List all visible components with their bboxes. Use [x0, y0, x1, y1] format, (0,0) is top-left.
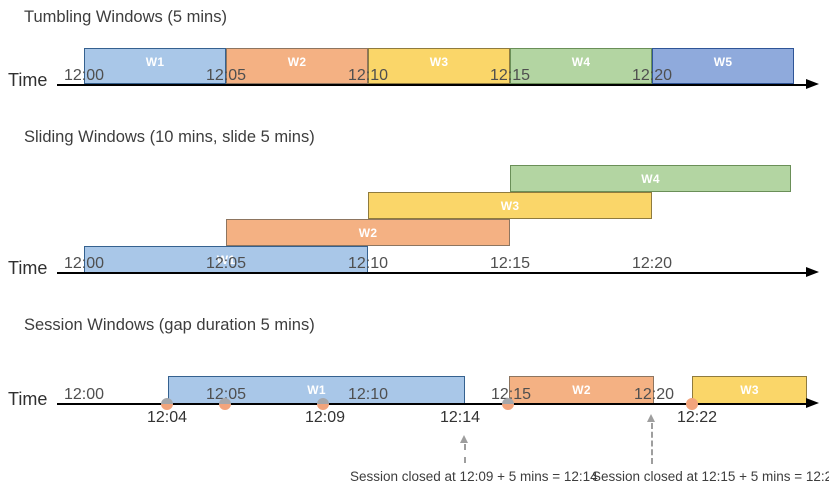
window-bar-w1: W1 [168, 376, 465, 404]
window-bar-w2: W2 [509, 376, 654, 404]
window-bar-w2: W2 [226, 48, 368, 84]
window-label: W1 [307, 383, 326, 397]
tick-label: 12:15 [489, 67, 531, 84]
tick-label: 12:05 [205, 386, 247, 403]
event-dot [686, 398, 698, 410]
window-label: W2 [572, 383, 591, 397]
window-bar-w4: W4 [510, 48, 652, 84]
window-label: W4 [571, 55, 591, 69]
time-axis-label: Time [8, 389, 48, 409]
arrow-shaft [651, 423, 653, 464]
window-label: W1 [145, 55, 165, 69]
event-time-label: 12:22 [676, 409, 718, 426]
axis-arrow-icon [806, 79, 819, 89]
window-label: W3 [429, 55, 449, 69]
window-bar-w1: W1 [84, 246, 368, 273]
tick-label: 12:00 [63, 67, 105, 84]
session-close-note: Session closed at 12:15 + 5 mins = 12:20 [592, 469, 829, 484]
tick-label: 12:10 [347, 67, 389, 84]
arrow-up-icon [647, 414, 655, 422]
section-title: Session Windows (gap duration 5 mins) [24, 316, 315, 334]
section-title: Tumbling Windows (5 mins) [24, 8, 227, 26]
window-label: W4 [641, 171, 660, 186]
tick-label: 12:10 [347, 255, 389, 272]
arrow-up-icon [460, 435, 468, 443]
window-label: W3 [500, 198, 520, 213]
time-axis-label: Time [8, 70, 48, 90]
time-axis-label: Time [8, 258, 48, 278]
window-bar-w3: W3 [368, 192, 652, 219]
tick-label: 12:10 [347, 386, 389, 403]
event-dot [317, 398, 329, 410]
session-close-note: Session closed at 12:09 + 5 mins = 12:14 [350, 469, 598, 484]
window-label: W2 [287, 55, 307, 69]
event-time-label: 12:14 [439, 409, 481, 426]
axis-line [57, 403, 807, 405]
axis-arrow-icon [806, 398, 819, 408]
window-bar-w4: W4 [510, 165, 791, 192]
arrow-shaft [464, 444, 466, 463]
axis-arrow-icon [806, 267, 819, 277]
window-label: W2 [358, 225, 378, 240]
event-time-label: 12:09 [304, 409, 346, 426]
window-label: W5 [713, 55, 733, 69]
event-dot [502, 398, 514, 410]
tick-label: 12:20 [633, 386, 675, 403]
window-label: W3 [740, 383, 759, 397]
tick-label: 12:20 [631, 255, 673, 272]
window-bar-w3: W3 [368, 48, 510, 84]
window-bar-w2: W2 [226, 219, 510, 246]
section-title: Sliding Windows (10 mins, slide 5 mins) [24, 128, 315, 146]
event-dot [161, 398, 173, 410]
window-bar-w3: W3 [692, 376, 807, 404]
tick-label: 12:15 [490, 386, 532, 403]
window-label: W1 [216, 252, 236, 267]
window-bar-w5: W5 [652, 48, 794, 84]
tick-label: 12:20 [631, 67, 673, 84]
window-bar-w1: W1 [84, 48, 226, 84]
event-time-label: 12:04 [146, 409, 188, 426]
tick-label: 12:05 [205, 255, 247, 272]
tick-label: 12:05 [205, 67, 247, 84]
axis-line [57, 272, 807, 274]
event-dot [219, 398, 231, 410]
tick-label: 12:00 [63, 255, 105, 272]
tick-label: 12:15 [489, 255, 531, 272]
tick-label: 12:00 [63, 386, 105, 403]
axis-line [57, 84, 807, 86]
